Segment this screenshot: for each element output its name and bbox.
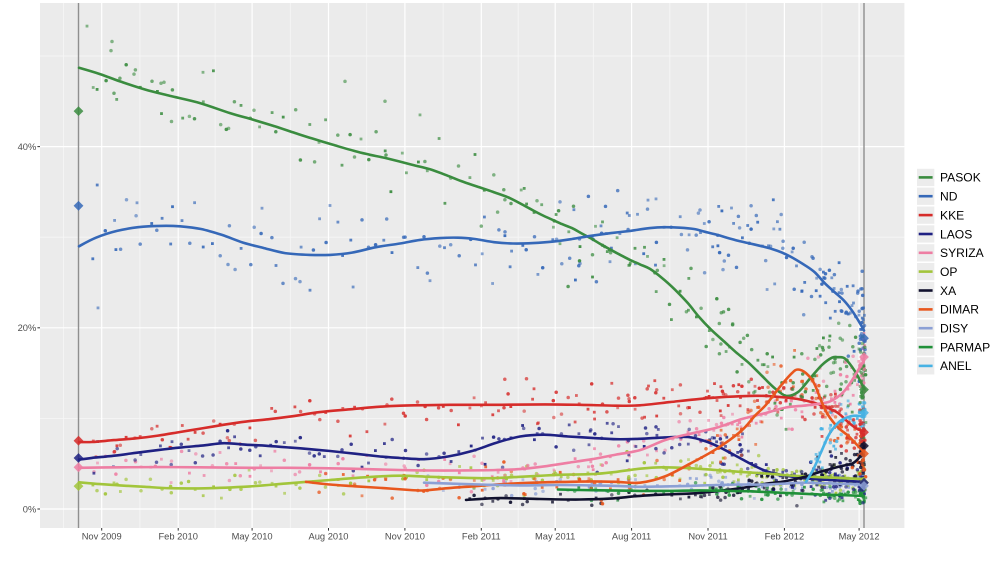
svg-text:DISY: DISY	[940, 322, 968, 336]
svg-text:Nov 2009: Nov 2009	[82, 531, 122, 541]
svg-text:Feb 2011: Feb 2011	[462, 531, 501, 541]
svg-text:May 2012: May 2012	[839, 531, 880, 541]
svg-text:ND: ND	[940, 190, 958, 204]
svg-text:PASOK: PASOK	[940, 171, 981, 185]
svg-text:20%: 20%	[18, 323, 37, 333]
svg-text:Feb 2010: Feb 2010	[158, 531, 197, 541]
svg-text:Nov 2011: Nov 2011	[688, 531, 727, 541]
svg-text:PARMAP: PARMAP	[940, 340, 990, 354]
svg-text:Aug 2011: Aug 2011	[612, 531, 651, 541]
svg-text:SYRIZA: SYRIZA	[940, 246, 985, 260]
svg-text:DIMAR: DIMAR	[940, 303, 979, 317]
svg-text:LAOS: LAOS	[940, 227, 972, 241]
svg-text:Aug 2010: Aug 2010	[308, 531, 348, 541]
svg-text:40%: 40%	[18, 142, 37, 152]
svg-text:ANEL: ANEL	[940, 359, 972, 373]
svg-text:OP: OP	[940, 265, 957, 279]
svg-text:0%: 0%	[23, 504, 37, 514]
svg-text:May 2010: May 2010	[232, 531, 273, 541]
svg-text:XA: XA	[940, 284, 957, 298]
svg-text:Feb 2012: Feb 2012	[765, 531, 804, 541]
svg-text:KKE: KKE	[940, 208, 964, 222]
svg-text:May 2011: May 2011	[535, 531, 575, 541]
svg-text:Nov 2010: Nov 2010	[385, 531, 425, 541]
